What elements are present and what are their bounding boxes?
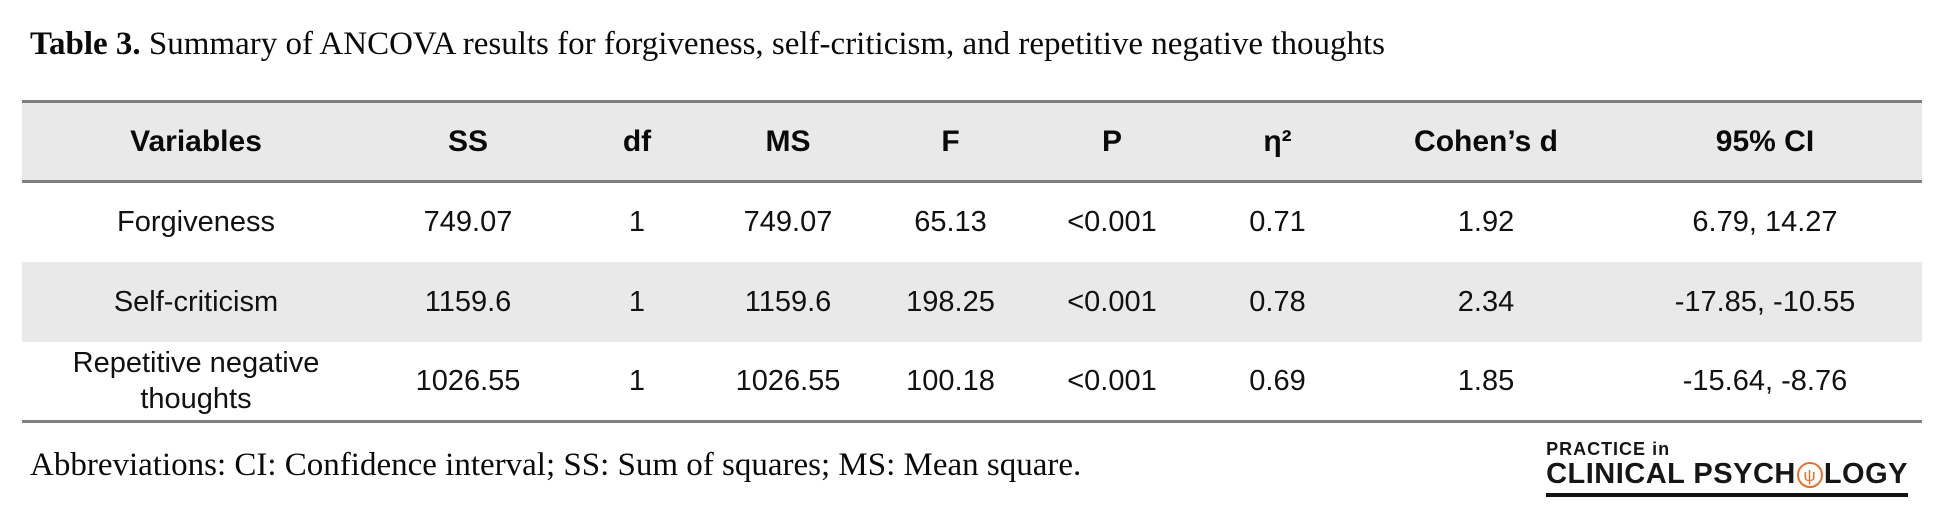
table-title-text: Summary of ANCOVA results for forgivenes… [140,26,1385,62]
cell-ss: 749.07 [423,206,513,239]
ancova-results-table: Variables SS df MS F P η² Cohen’s d 95% … [22,100,1922,423]
cell-95-ci: -15.64, -8.76 [1682,364,1848,397]
cell-ss: 1159.6 [424,285,512,318]
psi-circle-icon: ψ [1796,462,1823,488]
col-header-eta-squared: η² [1263,124,1292,158]
journal-logo-text-pre: CLINICAL PSYCH [1546,458,1796,490]
table-title: Table 3. Summary of ANCOVA results for f… [30,24,1922,64]
journal-logo-text-post: LOGY [1823,458,1908,490]
journal-logo: PRACTICE in CLINICAL PSYCH ψ LOGY [1546,439,1908,497]
col-header-cohens-d: Cohen’s d [1414,124,1558,158]
col-header-f: F [941,124,960,158]
cell-df: 1 [628,206,646,239]
cell-variable: Repetitive negative thoughts [72,346,320,415]
abbreviations-note: Abbreviations: CI: Confidence interval; … [30,447,1082,483]
page: Table 3. Summary of ANCOVA results for f… [22,24,1922,497]
cell-p: <0.001 [1067,206,1157,239]
table-row-forgiveness: Forgiveness 749.07 1 749.07 65.13 <0.001… [22,182,1922,262]
cell-ms: 1159.6 [744,285,832,318]
cell-p: <0.001 [1067,285,1157,318]
cell-f: 65.13 [914,206,987,239]
cell-df: 1 [628,364,646,397]
table-header-row: Variables SS df MS F P η² Cohen’s d 95% … [22,101,1922,182]
footer: Abbreviations: CI: Confidence interval; … [22,433,1922,497]
cell-f: 198.25 [906,285,995,318]
cell-p: <0.001 [1067,364,1157,397]
col-header-95-ci: 95% CI [1715,124,1815,158]
cell-variable: Self-criticism [113,285,279,318]
table-title-label: Table 3. [30,26,141,62]
table-row-repetitive-negative-thoughts: Repetitive negative thoughts 1026.55 1 1… [22,342,1922,422]
cell-eta-squared: 0.69 [1249,364,1306,397]
cell-df: 1 [628,285,646,318]
journal-logo-line2: CLINICAL PSYCH ψ LOGY [1546,459,1908,489]
cell-cohens-d: 2.34 [1457,285,1515,318]
col-header-p: P [1101,124,1122,158]
cell-95-ci: -17.85, -10.55 [1674,285,1856,318]
cell-eta-squared: 0.71 [1249,206,1306,239]
cell-cohens-d: 1.92 [1457,206,1515,239]
cell-ss: 1026.55 [415,364,521,397]
col-header-df: df [622,124,652,158]
cell-ms: 749.07 [743,206,833,239]
cell-ms: 1026.55 [735,364,841,397]
cell-f: 100.18 [906,364,995,397]
col-header-ss: SS [447,124,489,158]
cell-cohens-d: 1.85 [1457,364,1515,397]
cell-variable: Forgiveness [117,206,275,239]
col-header-ms: MS [765,124,811,158]
table-row-self-criticism: Self-criticism 1159.6 1 1159.6 198.25 <0… [22,261,1922,342]
journal-logo-line1: PRACTICE in [1546,439,1671,459]
col-header-variables: Variables [130,124,262,158]
cell-eta-squared: 0.78 [1249,285,1306,318]
cell-95-ci: 6.79, 14.27 [1692,206,1838,239]
